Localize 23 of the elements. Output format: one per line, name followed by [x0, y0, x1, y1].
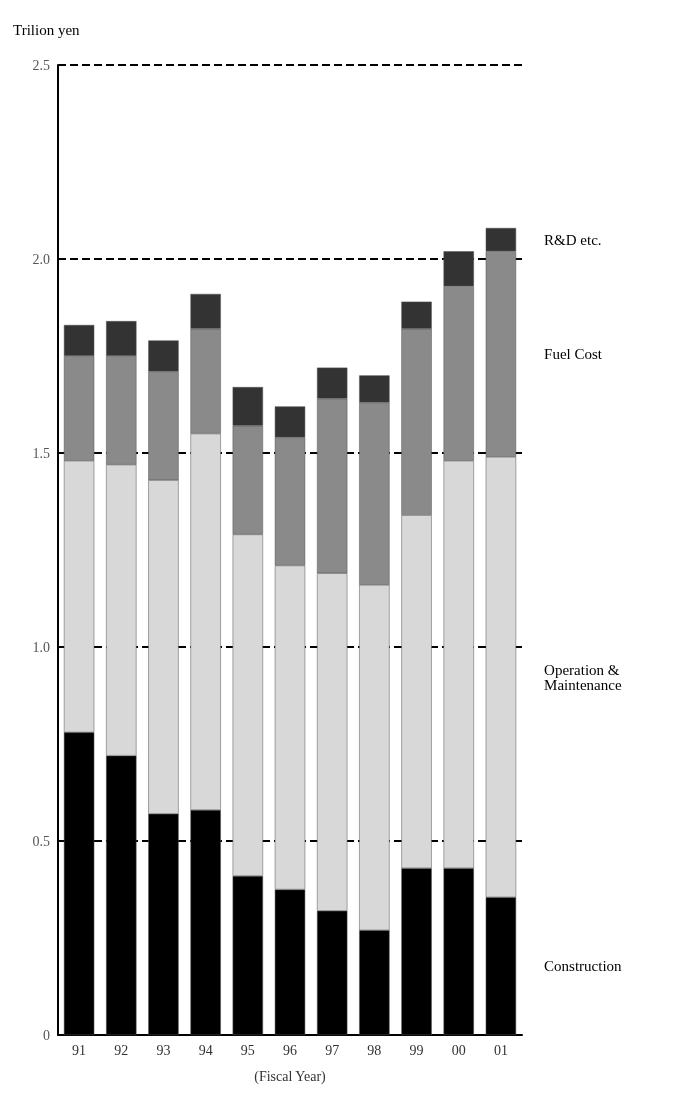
series-label: Construction	[544, 958, 623, 975]
y-tick-label: 1.5	[32, 445, 50, 461]
y-tick-label: 1.0	[32, 639, 50, 655]
x-tick-label: 99	[409, 1042, 424, 1058]
x-tick-label: 01	[493, 1042, 508, 1058]
x-tick-label: 96	[283, 1042, 297, 1058]
y-tick-label: 0	[43, 1027, 50, 1043]
x-tick-label: 97	[325, 1042, 340, 1058]
y-tick-label: 2.0	[32, 251, 50, 267]
x-tick-label: 98	[367, 1042, 382, 1058]
x-tick-label: 00	[451, 1042, 466, 1058]
x-tick-label: 95	[240, 1042, 255, 1058]
x-tick-label: 91	[72, 1042, 87, 1058]
series-label: Operation & Maintenance	[544, 661, 624, 693]
x-tick-label: 92	[114, 1042, 129, 1058]
x-tick-label: 94	[198, 1042, 213, 1058]
y-axis-title: Trilion yen	[13, 21, 81, 38]
x-tick-label: 93	[156, 1042, 171, 1058]
series-label: Fuel Cost	[544, 346, 603, 363]
series-label: R&D etc.	[544, 231, 602, 248]
x-axis-title: (Fiscal Year)	[254, 1068, 327, 1085]
y-tick-label: 2.5	[32, 57, 50, 73]
y-tick-label: 0.5	[32, 833, 50, 849]
